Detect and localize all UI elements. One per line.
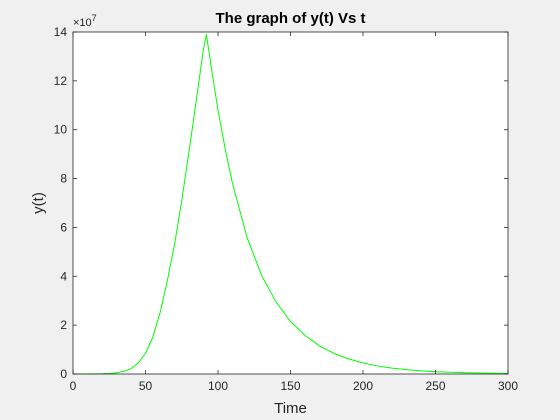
y-tick-label-10: 10 (54, 123, 68, 137)
x-tick-label-100: 100 (208, 379, 228, 393)
y-tick-label-4: 4 (60, 269, 67, 283)
y-axis-label: y(t) (30, 192, 47, 214)
x-tick-label-300: 300 (498, 379, 518, 393)
y-tick-label-6: 6 (60, 220, 67, 234)
plot-area (73, 32, 508, 374)
y-tick-label-12: 12 (54, 74, 68, 88)
chart-title: The graph of y(t) Vs t (216, 10, 366, 27)
x-tick-label-200: 200 (353, 379, 373, 393)
y-axis-exponent-base: ×10 (73, 17, 92, 29)
x-tick-label-50: 50 (139, 379, 153, 393)
x-axis-label: Time (274, 400, 307, 417)
y-tick-label-2: 2 (60, 318, 67, 332)
y-tick-label-8: 8 (60, 172, 67, 186)
y-axis-exponent-power: 7 (92, 13, 97, 23)
x-tick-label-150: 150 (280, 379, 300, 393)
x-tick-label-250: 250 (425, 379, 445, 393)
x-tick-label-0: 0 (70, 379, 77, 393)
y-tick-label-14: 14 (54, 25, 68, 39)
y-tick-label-0: 0 (60, 367, 67, 381)
